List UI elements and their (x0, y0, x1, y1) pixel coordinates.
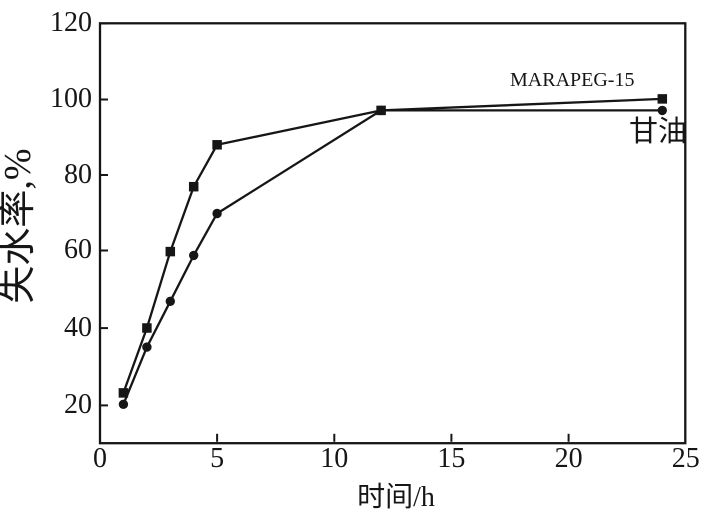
svg-text:5: 5 (210, 443, 224, 474)
svg-text:15: 15 (437, 443, 465, 474)
svg-text:120: 120 (50, 7, 92, 38)
svg-text:100: 100 (50, 83, 92, 114)
svg-text:25: 25 (672, 443, 700, 474)
svg-text:0: 0 (93, 443, 107, 474)
svg-text:40: 40 (64, 312, 92, 343)
svg-text:20: 20 (64, 389, 92, 420)
svg-text:时间/h: 时间/h (357, 481, 435, 513)
svg-text:失水率,%: 失水率,% (0, 148, 39, 303)
svg-text:60: 60 (64, 234, 92, 265)
svg-text:80: 80 (64, 159, 92, 190)
svg-text:MARAPEG-15: MARAPEG-15 (510, 69, 634, 91)
svg-text:20: 20 (555, 443, 583, 474)
svg-text:甘油: 甘油 (629, 115, 687, 148)
svg-text:10: 10 (320, 443, 348, 474)
